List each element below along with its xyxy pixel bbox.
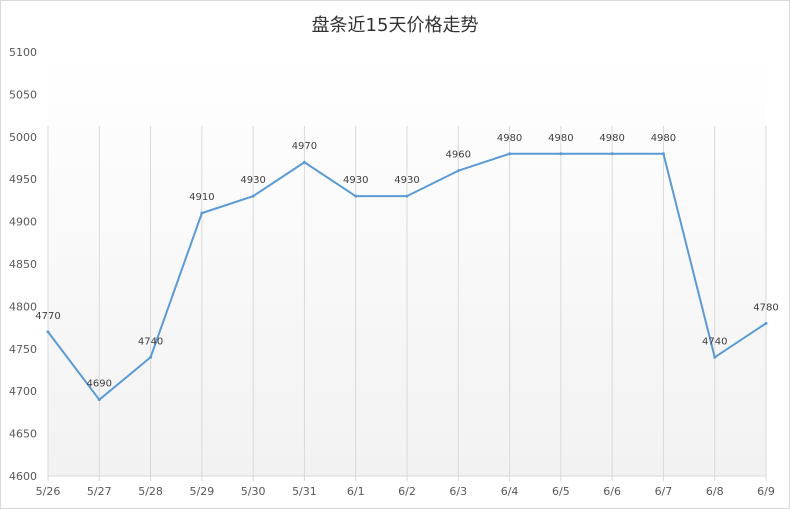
y-tick-label: 4900 [9,216,37,229]
y-tick-label: 4850 [9,258,37,271]
data-point [559,152,563,156]
x-tick-label: 6/1 [347,485,365,498]
x-tick-label: 6/8 [706,485,724,498]
x-tick-label: 6/3 [449,485,467,498]
x-tick-label: 6/5 [552,485,570,498]
y-tick-label: 4600 [9,470,37,483]
x-tick-label: 6/9 [757,485,775,498]
data-point [354,194,358,198]
y-tick-label: 4650 [9,428,37,441]
y-tick-label: 4750 [9,343,37,356]
data-label: 4980 [497,133,522,144]
x-tick-label: 6/6 [603,485,621,498]
data-label: 4960 [446,150,471,161]
data-label: 4690 [87,379,112,390]
data-point [251,194,255,198]
data-label: 4930 [240,175,265,186]
data-label: 4740 [138,336,163,347]
y-tick-label: 4700 [9,385,37,398]
data-point [302,160,306,164]
data-point [200,211,204,215]
data-point [610,152,614,156]
y-tick-label: 5100 [9,46,37,59]
x-tick-label: 6/7 [655,485,673,498]
y-tick-label: 5000 [9,131,37,144]
y-tick-label: 5050 [9,88,37,101]
x-tick-label: 5/27 [87,485,112,498]
data-point [456,169,460,173]
y-tick-label: 4950 [9,173,37,186]
y-tick-label: 4800 [9,300,37,313]
data-label: 4770 [35,311,60,322]
x-tick-label: 5/30 [241,485,266,498]
data-label: 4930 [343,175,368,186]
data-point [46,330,50,334]
x-tick-label: 5/31 [292,485,317,498]
x-tick-label: 6/2 [398,485,416,498]
chart-title: 盘条近15天价格走势 [311,15,479,36]
x-tick-label: 5/29 [190,485,215,498]
data-label: 4780 [753,302,778,313]
data-point [713,355,717,359]
data-point [508,152,512,156]
data-label: 4910 [189,192,214,203]
data-point [149,355,153,359]
data-label: 4930 [394,175,419,186]
data-point [764,321,768,325]
data-label: 4980 [651,133,676,144]
data-point [97,398,101,402]
data-label: 4970 [292,141,317,152]
data-label: 4740 [702,336,727,347]
data-point [661,152,665,156]
x-tick-label: 6/4 [501,485,519,498]
data-label: 4980 [599,133,624,144]
x-tick-label: 5/28 [138,485,163,498]
data-point [405,194,409,198]
x-tick-label: 5/26 [36,485,61,498]
data-label: 4980 [548,133,573,144]
